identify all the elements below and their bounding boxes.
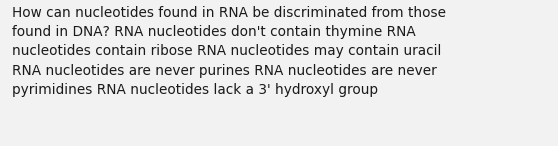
Text: How can nucleotides found in RNA be discriminated from those
found in DNA? RNA n: How can nucleotides found in RNA be disc… xyxy=(12,6,446,97)
